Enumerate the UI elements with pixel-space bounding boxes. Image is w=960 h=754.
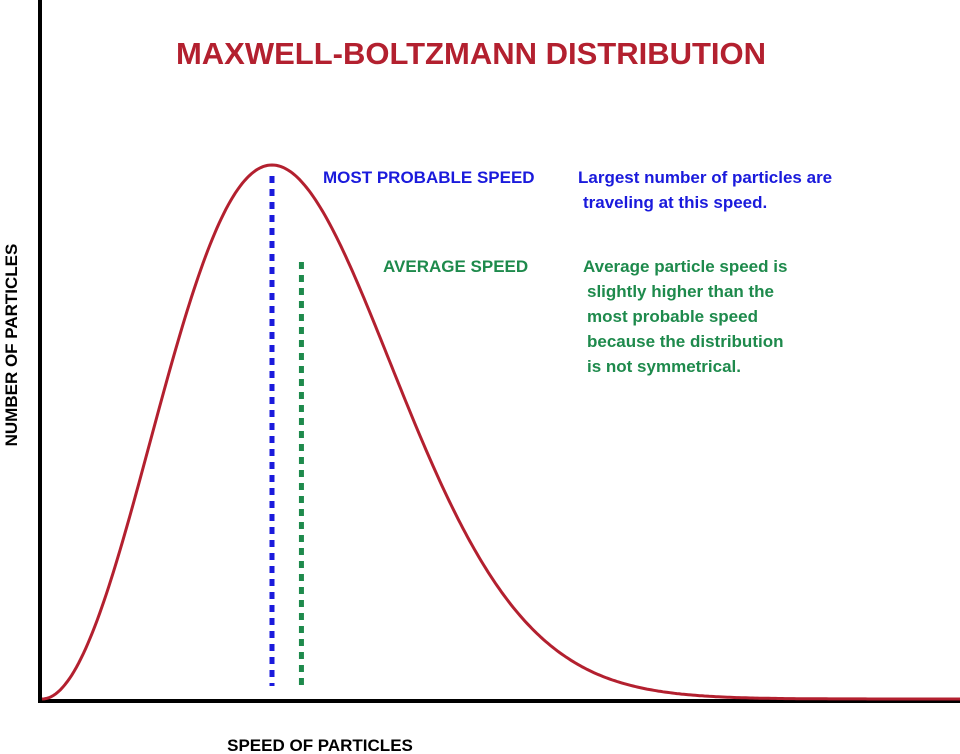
average-note-line: because the distribution — [587, 332, 783, 351]
chart-title: MAXWELL-BOLTZMANN DISTRIBUTION — [176, 36, 766, 71]
average-note-line: slightly higher than the — [587, 282, 774, 301]
distribution-curve — [41, 163, 960, 701]
x-axis-label: SPEED OF PARTICLES — [227, 736, 413, 754]
most-probable-note-line: Largest number of particles are — [578, 168, 832, 187]
average-speed-label: AVERAGE SPEED — [383, 257, 528, 276]
most-probable-note-line: traveling at this speed. — [583, 193, 767, 212]
y-axis-label: NUMBER OF PARTICLES — [2, 244, 21, 447]
most-probable-speed-label: MOST PROBABLE SPEED — [323, 168, 535, 187]
average-note-line: Average particle speed is — [583, 257, 787, 276]
average-note-line: most probable speed — [587, 307, 758, 326]
average-note-line: is not symmetrical. — [587, 357, 741, 376]
